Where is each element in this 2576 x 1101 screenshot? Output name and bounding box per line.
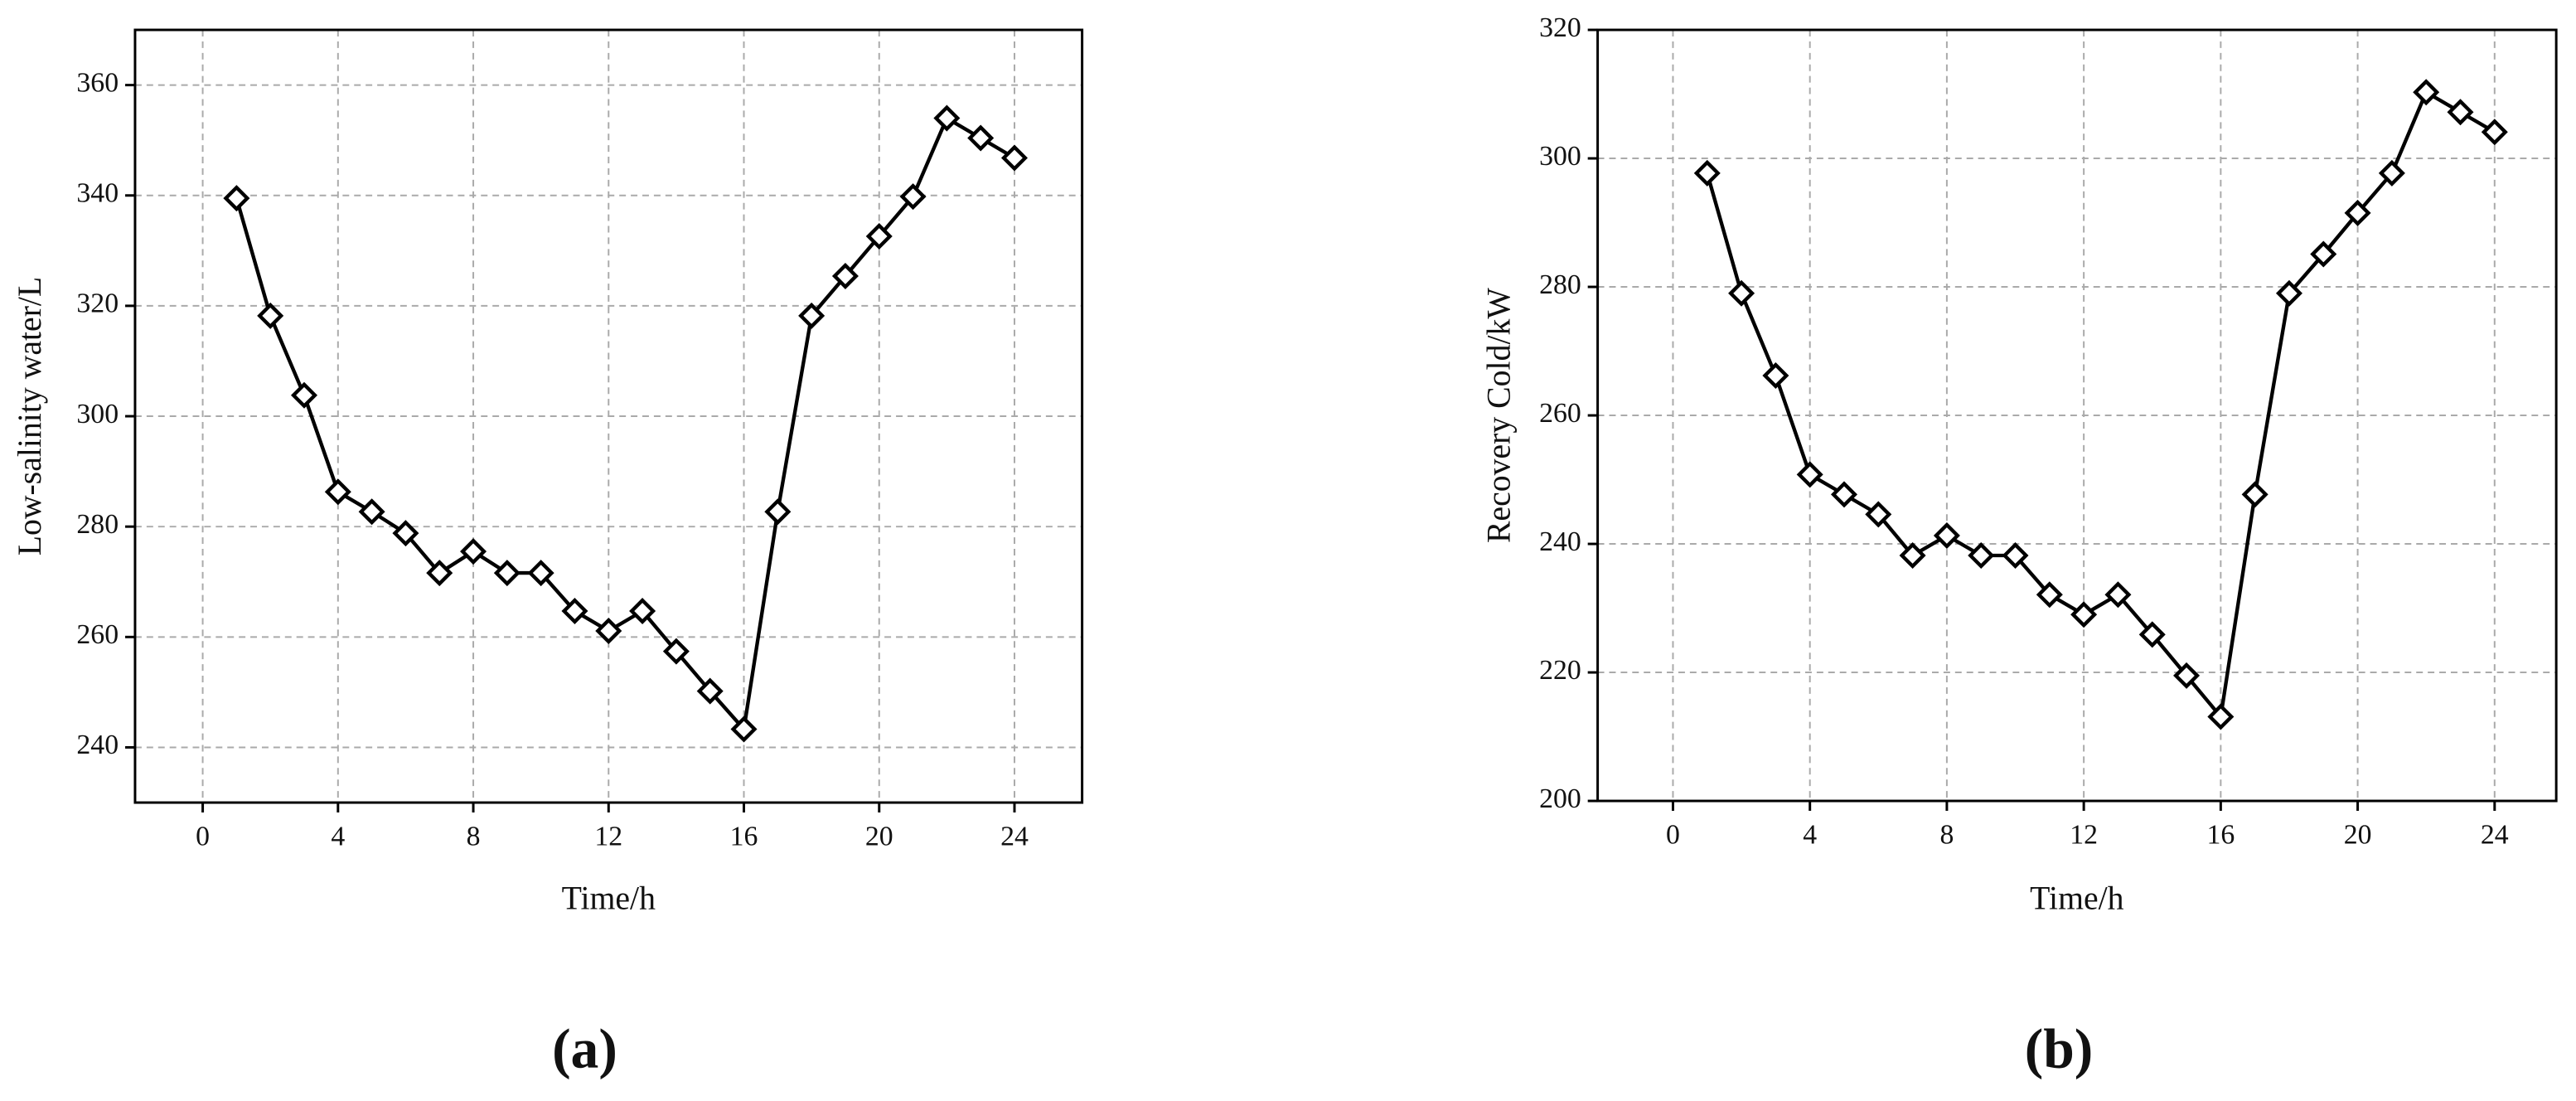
plot-frame (133, 28, 1084, 804)
y-tick-label: 360 (76, 67, 119, 98)
x-tick-label: 12 (2070, 820, 2098, 851)
data-point (1000, 144, 1028, 172)
y-tick-label: 200 (1539, 783, 1581, 814)
data-point (2413, 79, 2440, 106)
data-point (662, 638, 690, 665)
data-point (2173, 662, 2201, 689)
x-tick-label: 8 (467, 822, 481, 852)
x-tick-label: 0 (1666, 820, 1680, 851)
data-point (865, 223, 893, 250)
y-tick-label: 260 (76, 619, 119, 650)
x-tick-label: 20 (865, 822, 893, 852)
data-point (831, 262, 859, 289)
data-point (460, 538, 487, 565)
data-point (595, 617, 622, 645)
data-point (2036, 581, 2063, 609)
plot-frame (1596, 28, 2558, 803)
data-point (899, 183, 927, 211)
panel-label: (a) (552, 1018, 617, 1080)
y-tick-label: 220 (1539, 655, 1581, 686)
x-tick-label: 4 (331, 822, 345, 852)
data-point (730, 715, 758, 743)
data-point (392, 520, 419, 547)
y-tick-label: 340 (76, 178, 119, 209)
y-tick-label: 240 (1539, 526, 1581, 557)
data-point (798, 302, 826, 329)
data-point (1796, 461, 1823, 488)
data-point (1899, 541, 1926, 570)
data-point (2481, 119, 2508, 146)
data-point (2447, 99, 2474, 126)
data-point (1693, 159, 1721, 187)
data-point (933, 104, 961, 132)
data-point (1865, 501, 1892, 528)
x-tick-label: 8 (1939, 820, 1954, 851)
x-tick-label: 24 (2481, 820, 2509, 851)
data-point (223, 185, 250, 212)
y-tick-label: 260 (1539, 398, 1581, 429)
panel-label: (b) (2025, 1018, 2094, 1080)
data-point (1968, 541, 1995, 570)
data-point (696, 677, 724, 705)
data-point (257, 302, 284, 329)
x-tick-label: 16 (2206, 820, 2235, 851)
data-line (1705, 90, 2496, 721)
x-tick-label: 20 (2344, 820, 2372, 851)
x-axis-title: Time/h (562, 880, 656, 916)
data-point (2344, 199, 2371, 226)
data-point (2378, 159, 2405, 187)
data-point (561, 598, 588, 625)
data-point (2138, 621, 2166, 648)
y-tick-label: 320 (76, 289, 119, 319)
data-point (527, 560, 554, 587)
data-point (1933, 521, 1960, 549)
data-point (1728, 279, 1755, 307)
x-tick-label: 4 (1803, 820, 1817, 851)
x-tick-label: 12 (594, 822, 622, 852)
data-point (358, 498, 385, 526)
data-point (2241, 481, 2269, 508)
y-tick-label: 280 (1539, 269, 1581, 300)
y-tick-label: 300 (76, 399, 119, 429)
data-point (2104, 581, 2132, 609)
data-point (290, 381, 318, 409)
data-point (764, 498, 792, 526)
y-axis-title: Recovery Cold/kW (1480, 288, 1517, 543)
y-tick-label: 240 (76, 730, 119, 760)
data-point (1762, 361, 1789, 390)
data-point (2207, 703, 2235, 730)
x-tick-label: 24 (1000, 822, 1029, 852)
data-point (493, 560, 521, 587)
data-point (2070, 601, 2098, 628)
y-tick-label: 320 (1539, 12, 1581, 43)
data-point (967, 124, 995, 152)
y-tick-label: 300 (1539, 141, 1581, 172)
x-tick-label: 16 (730, 822, 758, 852)
data-point (2002, 541, 2029, 570)
y-axis-title: Low-salinity water/L (12, 277, 48, 556)
data-point (1830, 481, 1858, 508)
data-point (2275, 279, 2302, 307)
data-point (629, 598, 656, 625)
data-point (426, 560, 453, 587)
y-tick-label: 280 (76, 509, 119, 540)
data-point (324, 478, 351, 506)
x-tick-label: 0 (196, 822, 210, 852)
x-axis-title: Time/h (2030, 880, 2123, 916)
data-point (2310, 240, 2337, 268)
